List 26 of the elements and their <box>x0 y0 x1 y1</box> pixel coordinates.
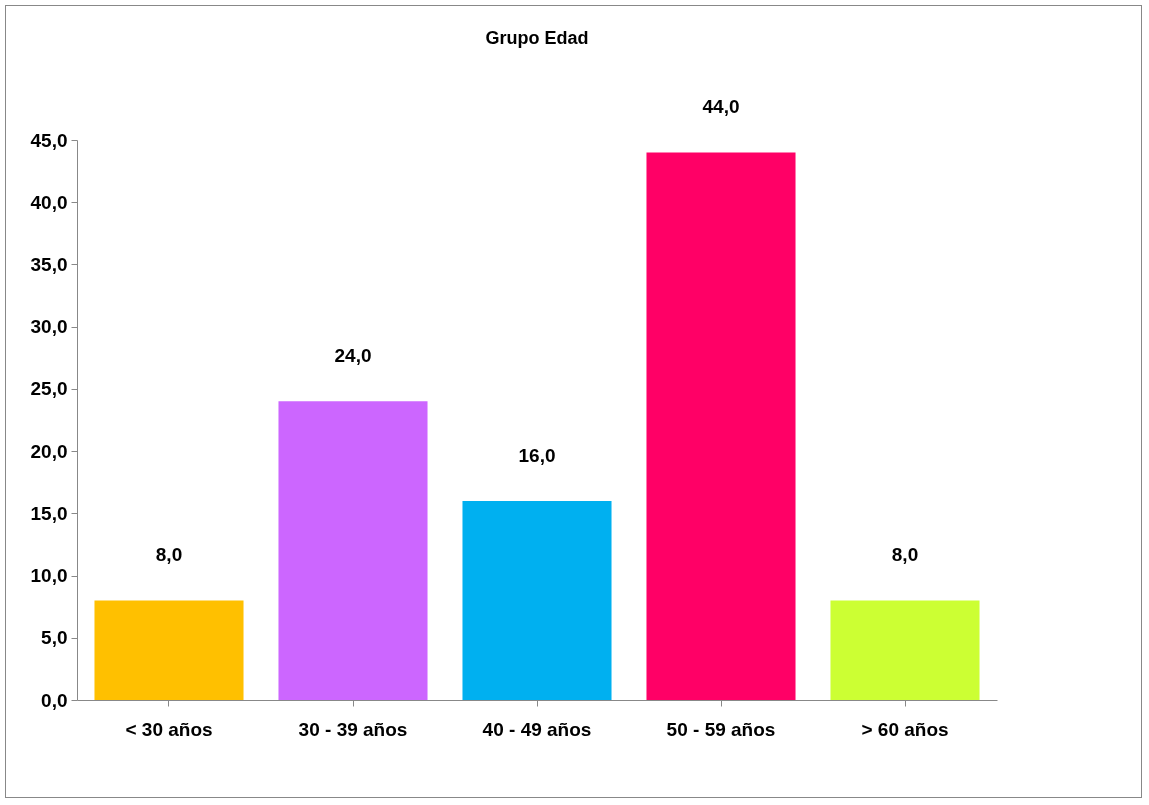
y-tick-label: 25,0 <box>30 378 68 400</box>
bar <box>94 600 244 700</box>
y-tick-label: 0,0 <box>41 689 68 711</box>
y-tick-label: 40,0 <box>30 191 68 213</box>
bar <box>278 401 428 700</box>
bar <box>462 500 612 700</box>
data-label: 8,0 <box>891 544 919 566</box>
x-tick-label: 30 - 39 años <box>298 718 408 740</box>
data-label: 8,0 <box>155 544 183 566</box>
y-tick-label: 35,0 <box>30 253 68 275</box>
y-tick-label: 10,0 <box>30 565 68 587</box>
y-tick-label: 15,0 <box>30 502 68 524</box>
x-tick-label: 40 - 49 años <box>482 718 592 740</box>
bar <box>646 152 796 700</box>
data-label: 24,0 <box>334 345 372 367</box>
y-tick-label: 20,0 <box>30 440 68 462</box>
x-tick-label: 50 - 59 años <box>666 718 776 740</box>
x-tick-label: > 60 años <box>861 718 949 740</box>
y-tick-label: 30,0 <box>30 316 68 338</box>
data-label: 16,0 <box>518 444 556 466</box>
y-tick-label: 5,0 <box>41 627 68 649</box>
bar <box>830 600 980 700</box>
y-tick-label: 45,0 <box>30 129 68 151</box>
data-label: 44,0 <box>702 96 740 118</box>
chart-title: Grupo Edad <box>485 28 589 49</box>
x-tick-label: < 30 años <box>125 718 213 740</box>
